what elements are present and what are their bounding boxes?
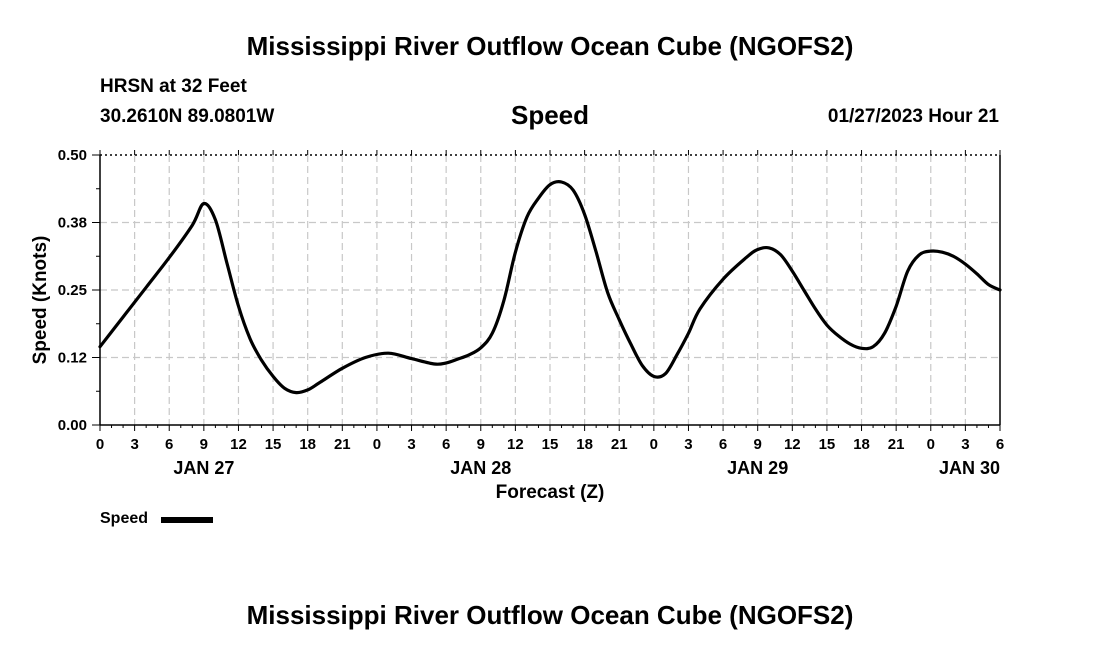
- x-tick-label: 15: [542, 436, 559, 453]
- x-tick-label: 18: [299, 436, 316, 453]
- x-tick-label: 21: [888, 436, 905, 453]
- x-tick-label: 6: [719, 436, 727, 453]
- x-tick-label: 3: [130, 436, 138, 453]
- chart-title: Speed: [510, 100, 590, 130]
- x-tick-label: 9: [477, 436, 485, 453]
- x-tick-label: 3: [684, 436, 692, 453]
- x-tick-label: 9: [754, 436, 762, 453]
- x-tick-label: 18: [576, 436, 593, 453]
- x-tick-label: 12: [230, 436, 247, 453]
- day-label: JAN 28: [450, 458, 511, 478]
- x-tick-label: 6: [442, 436, 450, 453]
- x-tick-label: 9: [200, 436, 208, 453]
- x-tick-label: 0: [373, 436, 381, 453]
- x-tick-label: 12: [507, 436, 524, 453]
- y-tick-label: 0.12: [58, 350, 87, 367]
- x-tick-label: 15: [265, 436, 282, 453]
- coordinates-label: 30.2610N 89.0801W: [100, 106, 275, 127]
- y-tick-label: 0.50: [58, 147, 87, 164]
- x-tick-label: 0: [927, 436, 935, 453]
- day-label: JAN 29: [727, 458, 788, 478]
- x-tick-label: 15: [819, 436, 836, 453]
- series-line-speed: [98, 180, 1002, 395]
- page-title: Mississippi River Outflow Ocean Cube (NG…: [246, 31, 854, 61]
- y-tick-label: 0.00: [58, 417, 87, 434]
- x-tick-label: 21: [334, 436, 351, 453]
- station-label: HRSN at 32 Feet: [100, 76, 247, 97]
- legend-label: Speed: [100, 510, 149, 527]
- x-tick-label: 12: [784, 436, 801, 453]
- footer-title: Mississippi River Outflow Ocean Cube (NG…: [246, 600, 854, 630]
- y-axis-title: Speed (Knots): [30, 235, 51, 365]
- x-tick-label: 0: [650, 436, 658, 453]
- day-label: JAN 30: [939, 458, 1000, 478]
- y-axis-title-wrap: Speed (Knots): [30, 236, 51, 365]
- day-label: JAN 27: [173, 458, 234, 478]
- x-tick-label: 18: [853, 436, 870, 453]
- x-tick-label: 21: [611, 436, 628, 453]
- x-tick-label: 3: [961, 436, 969, 453]
- x-tick-label: 6: [165, 436, 173, 453]
- forecast-date-label: 01/27/2023 Hour 21: [827, 106, 999, 127]
- x-tick-label: 6: [996, 436, 1004, 453]
- x-tick-label: 0: [96, 436, 104, 453]
- legend-swatch: [161, 517, 213, 523]
- y-tick-label: 0.38: [58, 215, 87, 232]
- x-tick-label: 3: [407, 436, 415, 453]
- x-axis-title: Forecast (Z): [495, 482, 605, 503]
- y-tick-label: 0.25: [58, 282, 87, 299]
